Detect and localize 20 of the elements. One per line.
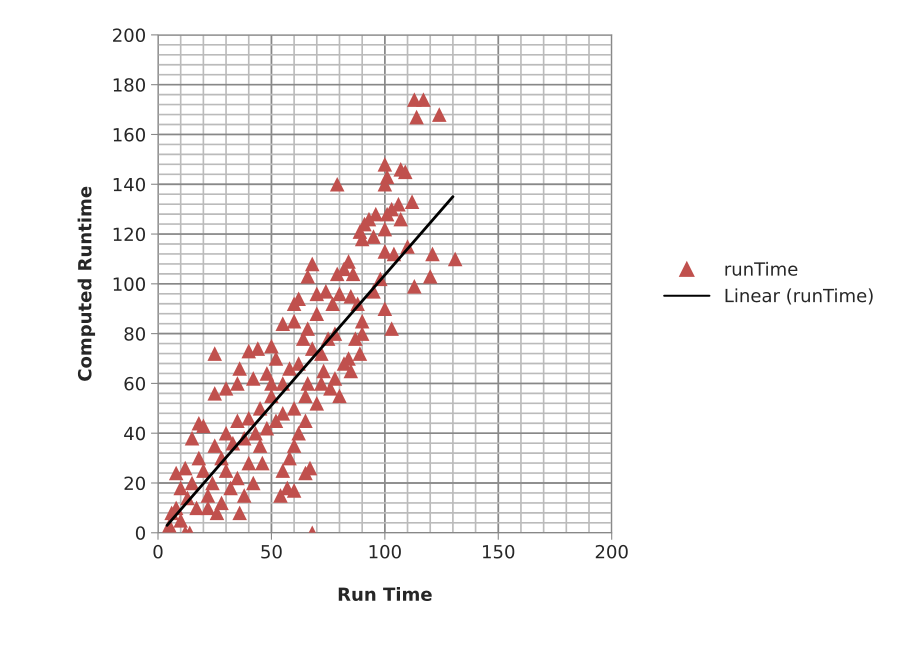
y-tick-label: 60 [124, 376, 145, 391]
y-tick-label: 120 [114, 228, 145, 242]
y-tick-label: 180 [114, 78, 145, 92]
y-tick-label: 0 [136, 526, 145, 540]
x-tick-label: 150 [483, 544, 514, 559]
x-tick-label: 200 [596, 544, 628, 559]
x-tick-label: 50 [261, 544, 282, 559]
x-axis-title: Run Time [338, 587, 432, 602]
x-tick-label: 0 [153, 544, 163, 559]
legend-label: Linear (runTime) [726, 288, 873, 304]
x-tick-label: 100 [370, 544, 401, 559]
y-tick-label: 140 [114, 178, 145, 192]
y-axis-title: Computed Runtime [78, 186, 96, 381]
y-tick-label: 20 [124, 476, 145, 490]
y-tick-label: 200 [113, 28, 145, 42]
legend-label: runTime [725, 262, 798, 276]
y-tick-label: 100 [114, 277, 145, 291]
y-tick-label: 80 [124, 327, 145, 341]
y-tick-label: 160 [114, 128, 145, 142]
y-tick-label: 40 [124, 426, 145, 440]
